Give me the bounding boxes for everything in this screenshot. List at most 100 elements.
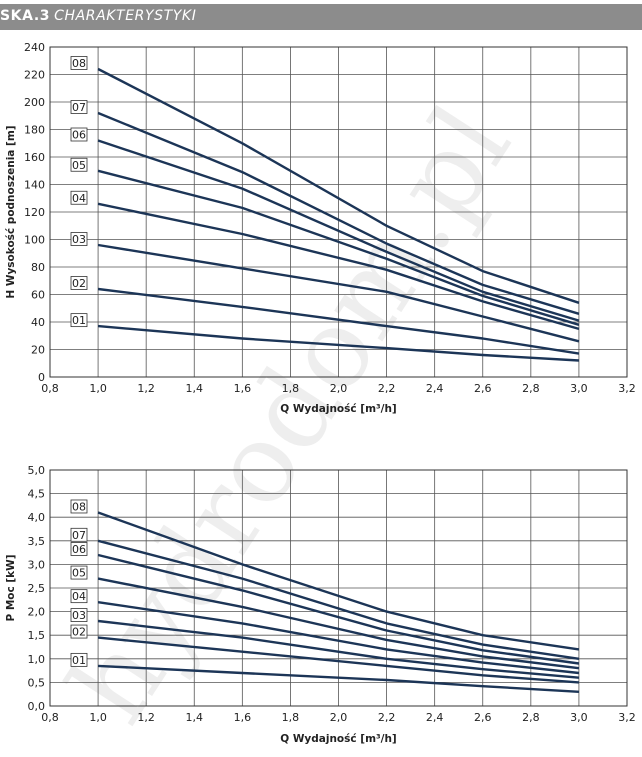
- series-label-box: [70, 542, 88, 556]
- series-label-box: [70, 157, 88, 172]
- series-label-box: [70, 589, 88, 604]
- series-label: 03: [72, 233, 86, 246]
- x-tick-label: 2,6: [474, 711, 492, 724]
- y-tick-label: 160: [24, 151, 45, 164]
- x-tick-label: 3,2: [618, 382, 636, 395]
- y-tick-label: 100: [24, 234, 45, 247]
- series-line: [97, 202, 580, 331]
- y-tick-label: 4,5: [28, 488, 46, 501]
- x-tick-label: 2,0: [330, 711, 348, 724]
- series-label: 04: [72, 590, 86, 603]
- x-tick-label: 1,6: [234, 382, 252, 395]
- section-header: SKA.3 CHARAKTERYSTYKI: [0, 4, 642, 30]
- series-label-box: [70, 56, 88, 70]
- x-tick-label: 1,2: [137, 382, 155, 395]
- series-label: 02: [72, 626, 86, 639]
- series-label-box: [70, 624, 88, 639]
- series-label-box: [70, 565, 88, 580]
- series-line: [97, 139, 580, 322]
- series-label: 07: [72, 529, 86, 542]
- y-tick-label: 220: [24, 69, 45, 82]
- section-title: SKA.3 CHARAKTERYSTYKI: [0, 8, 196, 24]
- y-tick-label: 240: [24, 41, 45, 54]
- y-tick-label: 40: [31, 316, 45, 329]
- series-line: [97, 539, 580, 660]
- section-name: CHARAKTERYSTYKI: [54, 8, 197, 24]
- x-tick-label: 2,0: [330, 382, 348, 395]
- y-tick-label: 80: [31, 261, 45, 274]
- x-tick-label: 1,4: [186, 711, 204, 724]
- x-tick-label: 1,8: [282, 382, 300, 395]
- series-line: [97, 243, 580, 343]
- x-tick-label: 2,8: [522, 382, 540, 395]
- y-tick-label: 200: [24, 96, 45, 109]
- x-tick-label: 2,2: [378, 711, 396, 724]
- y-tick-label: 60: [31, 289, 45, 302]
- x-tick-label: 3,0: [570, 711, 588, 724]
- x-tick-label: 1,8: [282, 711, 300, 724]
- series-line: [97, 287, 580, 355]
- series-label: 03: [72, 609, 86, 622]
- y-tick-label: 2,5: [28, 582, 46, 595]
- x-tick-label: 2,4: [426, 382, 444, 395]
- series-label: 01: [72, 654, 86, 667]
- series-line: [97, 511, 580, 651]
- series-label-box: [70, 313, 88, 328]
- head-chart: 0,8 1,0 1,2 1,4 1,6 1,8 2,0 2,2 2,4 2,6 2,8 3,0 3,2 0…: [5, 41, 636, 415]
- y-axis-label: H Wysokość podnoszenia [m]: [5, 125, 17, 298]
- series-label: 04: [72, 192, 86, 205]
- series-line: [97, 553, 580, 665]
- series-label-box: [70, 232, 88, 246]
- series-line: [97, 67, 580, 304]
- y-tick-label: 0,5: [28, 676, 46, 689]
- x-tick-label: 1,6: [234, 711, 252, 724]
- series-label: 06: [72, 129, 86, 142]
- x-tick-label: 2,6: [474, 382, 492, 395]
- y-tick-label: 0: [38, 371, 45, 384]
- y-tick-label: 2,0: [28, 606, 46, 619]
- power-chart: 0,8 1,0 1,2 1,4 1,6 1,8 2,0 2,2 2,4 2,6 2,8 3,0 3,2 0…: [5, 464, 636, 745]
- series-label-box: [70, 608, 88, 622]
- series-line: [97, 636, 579, 684]
- y-tick-label: 0,0: [28, 700, 46, 713]
- x-tick-label: 2,8: [522, 711, 540, 724]
- series-line: [97, 619, 580, 679]
- series-line: [98, 664, 579, 693]
- y-tick-label: 120: [24, 206, 45, 219]
- x-tick-label: 1,2: [137, 711, 155, 724]
- series-line: [97, 169, 580, 326]
- series-label-box: [70, 499, 88, 514]
- x-tick-label: 0,8: [41, 711, 59, 724]
- x-axis-label: Q Wydajność [m³/h]: [280, 403, 396, 415]
- series-label-box: [70, 527, 88, 542]
- series-label: 06: [72, 543, 86, 556]
- y-tick-label: 20: [31, 344, 45, 357]
- y-tick-label: 3,5: [28, 535, 46, 548]
- x-tick-label: 3,0: [570, 382, 588, 395]
- x-tick-label: 2,2: [378, 382, 396, 395]
- series-line: [97, 324, 579, 362]
- y-tick-label: 180: [24, 124, 45, 137]
- series-line: [97, 577, 580, 670]
- series-label: 05: [72, 159, 86, 172]
- series-label: 07: [72, 101, 86, 114]
- y-tick-label: 4,0: [28, 511, 46, 524]
- y-tick-label: 5,0: [28, 464, 46, 477]
- plot-frame: [49, 46, 628, 378]
- series-line: [97, 601, 580, 675]
- series-label: 05: [72, 567, 86, 580]
- series-label: 02: [72, 277, 86, 290]
- y-tick-label: 3,0: [28, 558, 46, 571]
- y-tick-label: 140: [24, 179, 45, 192]
- series-label: 08: [72, 57, 86, 70]
- series-label-box: [70, 100, 88, 114]
- y-tick-label: 1,5: [28, 629, 46, 642]
- series-label: 01: [72, 314, 86, 327]
- plot-frame: [49, 469, 628, 707]
- series-label-box: [70, 276, 88, 290]
- series-label: 08: [72, 500, 86, 513]
- series-line: [97, 111, 580, 315]
- series-label-box: [70, 127, 88, 142]
- series-label-box: [70, 652, 88, 667]
